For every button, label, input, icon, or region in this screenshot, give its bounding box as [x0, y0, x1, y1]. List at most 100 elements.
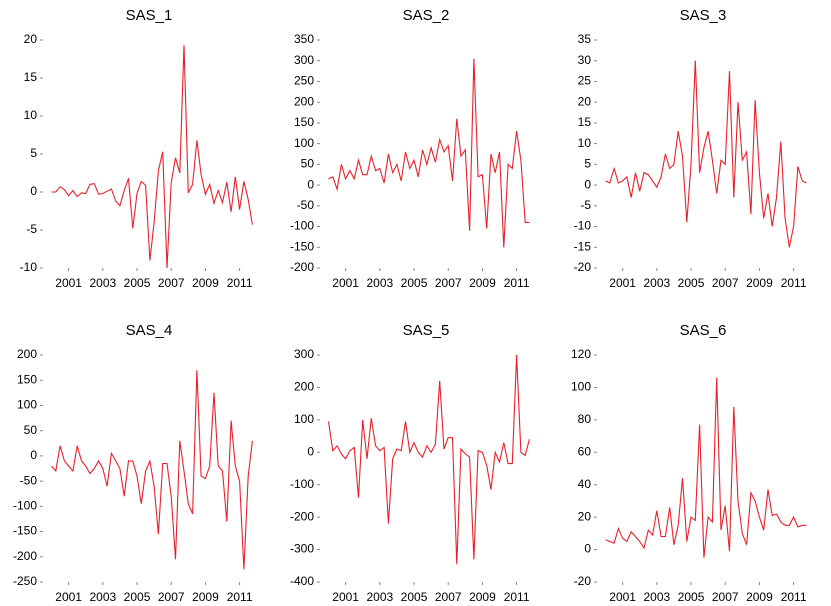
- x-tick-label: 2005: [401, 590, 428, 604]
- y-tick-label: -150: [13, 524, 37, 538]
- x-tick-label: 2003: [366, 276, 393, 290]
- x-tick-label: 2009: [746, 590, 773, 604]
- y-tick-label: 5: [584, 157, 591, 171]
- y-tick-label: 80: [578, 412, 592, 426]
- y-tick-label: 10: [24, 108, 38, 122]
- x-tick-label: 2003: [366, 590, 393, 604]
- y-tick-label: 300: [294, 347, 314, 361]
- series-line: [51, 370, 253, 570]
- y-tick-label: -15: [574, 239, 592, 253]
- x-tick-label: 2011: [781, 590, 807, 604]
- y-tick-label: 35: [578, 32, 592, 46]
- y-tick-label: -20: [574, 574, 592, 588]
- y-tick-label: 200: [294, 380, 314, 394]
- y-tick-label: 0: [30, 184, 37, 198]
- series-line: [605, 377, 807, 558]
- x-tick-label: 2005: [124, 276, 151, 290]
- y-tick-label: -10: [20, 260, 38, 274]
- x-tick-label: 2009: [192, 590, 219, 604]
- x-tick-label: 2009: [192, 276, 219, 290]
- x-tick-label: 2011: [504, 276, 530, 290]
- y-tick-label: 100: [294, 136, 314, 150]
- y-tick-label: -50: [20, 473, 38, 487]
- y-tick-label: 100: [294, 412, 314, 426]
- y-tick-label: 200: [17, 347, 37, 361]
- y-tick-label: -200: [290, 260, 314, 274]
- y-tick-label: 250: [294, 74, 314, 88]
- x-tick-label: 2007: [712, 276, 739, 290]
- chart-title: SAS_6: [680, 322, 727, 339]
- series-line: [328, 58, 530, 248]
- y-tick-label: 50: [301, 157, 315, 171]
- y-tick-label: -5: [580, 198, 591, 212]
- chart-title: SAS_3: [680, 7, 727, 24]
- y-tick-label: 150: [17, 372, 37, 386]
- y-tick-label: 300: [294, 53, 314, 67]
- y-tick-label: -50: [297, 198, 315, 212]
- y-tick-label: 60: [578, 444, 592, 458]
- chart-title: SAS_2: [403, 7, 450, 24]
- x-tick-label: 2003: [643, 590, 670, 604]
- y-tick-label: -5: [26, 222, 37, 236]
- x-tick-label: 2001: [609, 276, 636, 290]
- x-tick-label: 2007: [158, 590, 185, 604]
- x-tick-label: 2005: [678, 590, 705, 604]
- y-tick-label: -300: [290, 542, 314, 556]
- y-tick-label: 50: [24, 423, 38, 437]
- x-tick-label: 2011: [227, 276, 253, 290]
- x-tick-label: 2005: [124, 590, 151, 604]
- x-tick-label: 2011: [227, 590, 253, 604]
- x-tick-label: 2007: [712, 590, 739, 604]
- y-tick-label: 25: [578, 74, 592, 88]
- chart-title: SAS_1: [126, 7, 173, 24]
- x-tick-label: 2009: [746, 276, 773, 290]
- y-tick-label: 5: [30, 146, 37, 160]
- chart-title: SAS_5: [403, 322, 450, 339]
- x-tick-label: 2001: [332, 276, 359, 290]
- x-tick-label: 2007: [435, 276, 462, 290]
- y-tick-label: 0: [30, 448, 37, 462]
- y-tick-label: 15: [578, 115, 592, 129]
- series-line: [51, 45, 253, 269]
- x-tick-label: 2001: [55, 590, 82, 604]
- x-tick-label: 2007: [435, 590, 462, 604]
- y-tick-label: 0: [584, 177, 591, 191]
- x-tick-label: 2009: [469, 590, 496, 604]
- y-tick-label: 0: [307, 444, 314, 458]
- y-tick-label: 10: [578, 136, 592, 150]
- y-tick-label: -100: [13, 499, 37, 513]
- y-tick-label: -100: [290, 219, 314, 233]
- series-line: [327, 354, 530, 565]
- y-tick-label: -100: [290, 477, 314, 491]
- chart-title: SAS_4: [126, 322, 173, 339]
- y-tick-label: -250: [13, 574, 37, 588]
- x-tick-label: 2011: [504, 590, 530, 604]
- y-tick-label: -200: [13, 549, 37, 563]
- y-tick-label: 200: [294, 94, 314, 108]
- x-tick-label: 2001: [55, 276, 82, 290]
- x-tick-label: 2011: [781, 276, 807, 290]
- y-tick-label: -200: [290, 509, 314, 523]
- y-tick-label: 15: [24, 70, 38, 84]
- x-tick-label: 2007: [158, 276, 185, 290]
- y-tick-label: -20: [574, 260, 592, 274]
- x-tick-label: 2005: [678, 276, 705, 290]
- y-tick-label: 20: [24, 32, 38, 46]
- y-tick-label: -150: [290, 239, 314, 253]
- y-tick-label: 40: [578, 477, 592, 491]
- y-tick-label: 150: [294, 115, 314, 129]
- x-tick-label: 2001: [332, 590, 359, 604]
- x-tick-label: 2003: [89, 590, 116, 604]
- y-tick-label: 120: [571, 347, 591, 361]
- y-tick-label: 100: [571, 380, 591, 394]
- y-tick-label: 100: [17, 398, 37, 412]
- x-tick-label: 2001: [609, 590, 636, 604]
- x-tick-label: 2009: [469, 276, 496, 290]
- y-tick-label: 20: [578, 509, 592, 523]
- x-tick-label: 2003: [643, 276, 670, 290]
- x-tick-label: 2005: [401, 276, 428, 290]
- y-tick-label: 350: [294, 32, 314, 46]
- y-tick-label: 0: [307, 177, 314, 191]
- y-tick-label: 20: [578, 94, 592, 108]
